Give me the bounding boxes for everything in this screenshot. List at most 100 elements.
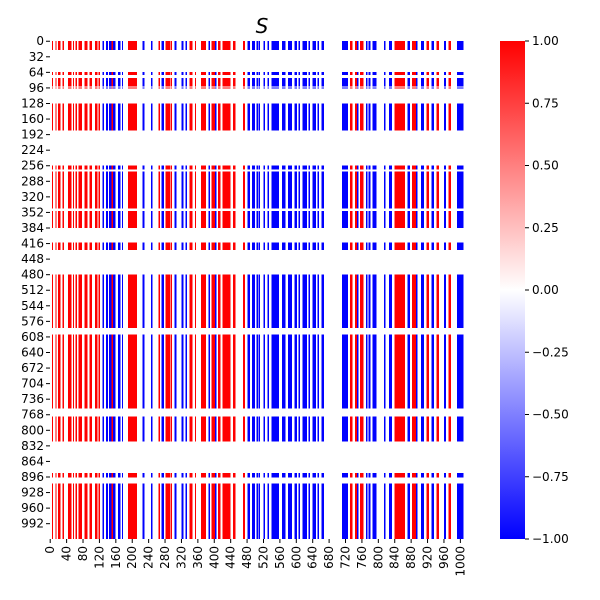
heatmap-cell xyxy=(158,87,160,89)
heatmap-cell xyxy=(298,171,301,209)
heatmap-cell xyxy=(251,483,256,539)
heatmap-cell xyxy=(98,274,101,328)
heatmap-cell xyxy=(256,103,259,131)
heatmap-cell xyxy=(368,72,371,76)
y-tick-label: 992 xyxy=(21,517,44,531)
heatmap-cell xyxy=(350,416,353,442)
heatmap-cell xyxy=(436,242,439,251)
heatmap-cell xyxy=(342,87,348,89)
heatmap-cell xyxy=(158,103,160,131)
heatmap-cell xyxy=(259,274,260,328)
heatmap-cell xyxy=(174,165,177,170)
heatmap-cell xyxy=(302,416,307,442)
heatmap-cell xyxy=(102,483,105,539)
heatmap-cell xyxy=(211,103,215,131)
heatmap-cell xyxy=(200,334,206,409)
colorbar-tick-label: −0.25 xyxy=(532,345,569,359)
heatmap-cell xyxy=(259,77,260,87)
heatmap-cell xyxy=(118,334,121,409)
heatmap-cell xyxy=(456,242,464,251)
x-tick-label: 720 xyxy=(339,546,353,569)
heatmap-cell xyxy=(282,87,286,89)
heatmap-cell xyxy=(420,77,425,87)
heatmap-cell xyxy=(372,334,377,409)
heatmap-cell xyxy=(122,165,124,170)
heatmap-cell xyxy=(122,274,124,328)
heatmap-cell xyxy=(350,334,353,409)
heatmap-cell xyxy=(456,211,464,228)
heatmap-cell xyxy=(415,165,418,170)
y-tick-label: 448 xyxy=(21,252,44,266)
heatmap-cell xyxy=(89,274,92,328)
y-tick-label: 896 xyxy=(21,470,44,484)
heatmap-cell xyxy=(368,242,371,251)
heatmap-cell xyxy=(431,41,434,50)
heatmap-cell xyxy=(298,242,301,251)
heatmap-cell xyxy=(55,472,57,478)
heatmap-cell xyxy=(72,483,74,539)
heatmap-cell xyxy=(161,72,165,76)
y-tick-label: 544 xyxy=(21,299,44,313)
heatmap-cell xyxy=(263,165,265,170)
heatmap-cell xyxy=(200,165,206,170)
heatmap-cell xyxy=(350,72,353,76)
heatmap-cell xyxy=(282,472,286,478)
heatmap-cell xyxy=(426,77,429,87)
heatmap-cell xyxy=(356,211,359,228)
heatmap-cell xyxy=(436,334,439,409)
heatmap-cell xyxy=(456,171,464,209)
heatmap-cell xyxy=(161,211,165,228)
heatmap-cell xyxy=(317,103,320,131)
heatmap-cell xyxy=(294,211,297,228)
heatmap-cell xyxy=(383,242,386,251)
heatmap-cell xyxy=(317,77,320,87)
heatmap-cell xyxy=(208,416,210,442)
heatmap-cell xyxy=(200,472,206,478)
y-tick-label: 0 xyxy=(36,34,44,48)
heatmap-cell xyxy=(298,103,301,131)
heatmap-cell xyxy=(282,274,286,328)
heatmap-cell xyxy=(259,41,260,50)
heatmap-cell xyxy=(109,211,112,228)
heatmap-cell xyxy=(174,242,177,251)
heatmap-cell xyxy=(342,242,348,251)
heatmap-cell xyxy=(420,211,425,228)
heatmap-cell xyxy=(372,483,377,539)
heatmap-cell xyxy=(208,242,210,251)
heatmap-cell xyxy=(383,472,386,478)
heatmap-cell xyxy=(321,211,324,228)
heatmap-cell xyxy=(98,103,101,131)
heatmap-cell xyxy=(111,72,114,76)
heatmap-cell xyxy=(222,103,231,131)
heatmap-cell xyxy=(185,171,187,209)
heatmap-cell xyxy=(181,242,184,251)
heatmap-cell xyxy=(111,334,114,409)
y-tick-label: 192 xyxy=(21,128,44,142)
heatmap-cell xyxy=(308,211,311,228)
heatmap-cell xyxy=(232,483,236,539)
heatmap-cell xyxy=(58,211,61,228)
heatmap-cell xyxy=(321,274,324,328)
heatmap-cell xyxy=(211,77,215,87)
heatmap-cell xyxy=(259,87,260,89)
heatmap-cell xyxy=(394,483,406,539)
heatmap-cell xyxy=(84,274,88,328)
heatmap-cell xyxy=(407,41,411,50)
colorbar-tick-label: 0.00 xyxy=(532,283,559,297)
heatmap-cell xyxy=(75,416,78,442)
heatmap-cell xyxy=(218,472,221,478)
heatmap-cell xyxy=(109,242,112,251)
heatmap-cell xyxy=(342,103,348,131)
heatmap-cell xyxy=(161,87,165,89)
heatmap-cell xyxy=(174,103,177,131)
heatmap-cell xyxy=(189,77,193,87)
heatmap-cell xyxy=(222,165,231,170)
heatmap-cell xyxy=(420,274,425,328)
heatmap-cell xyxy=(317,416,320,442)
heatmap-cell xyxy=(355,483,357,539)
heatmap-cell xyxy=(218,242,221,251)
x-tick-label: 880 xyxy=(404,546,418,569)
heatmap-cell xyxy=(317,171,320,209)
heatmap-cell xyxy=(232,165,236,170)
heatmap-cell xyxy=(271,472,279,478)
